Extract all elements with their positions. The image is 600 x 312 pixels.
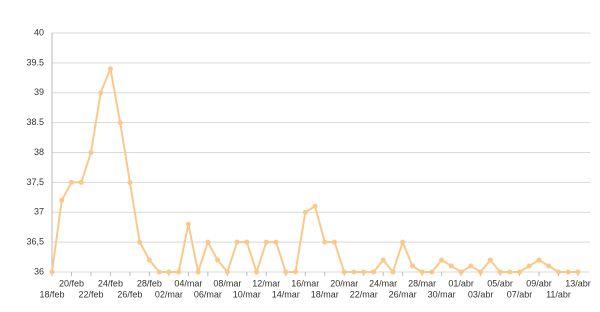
data-point bbox=[390, 269, 396, 275]
data-point bbox=[312, 203, 318, 209]
y-tick-label: 40 bbox=[34, 27, 44, 37]
data-point bbox=[409, 263, 415, 269]
data-point bbox=[575, 269, 581, 275]
x-tick-label: 24/feb bbox=[98, 278, 123, 288]
data-point bbox=[322, 239, 328, 245]
data-point bbox=[254, 269, 260, 275]
data-point bbox=[185, 221, 191, 227]
data-point bbox=[487, 257, 493, 263]
x-tick-label: 16/mar bbox=[291, 278, 319, 288]
data-point bbox=[478, 269, 484, 275]
x-tick-label: 13/abr bbox=[565, 278, 591, 288]
data-point bbox=[88, 150, 94, 155]
data-point bbox=[127, 179, 133, 185]
data-point bbox=[59, 197, 65, 203]
data-point bbox=[244, 239, 250, 245]
data-point bbox=[224, 269, 230, 275]
data-point bbox=[156, 269, 162, 275]
x-tick-label: 30/mar bbox=[428, 289, 456, 299]
data-point bbox=[370, 269, 376, 275]
data-point bbox=[341, 269, 347, 275]
data-point bbox=[429, 269, 435, 275]
data-point bbox=[107, 66, 113, 72]
x-tick-label: 28/feb bbox=[137, 278, 162, 288]
data-point bbox=[68, 179, 74, 185]
data-point bbox=[458, 269, 464, 275]
x-tick-label: 12/mar bbox=[252, 278, 280, 288]
data-point bbox=[351, 269, 357, 275]
data-point bbox=[273, 239, 279, 245]
y-tick-label: 38 bbox=[34, 147, 44, 157]
data-point bbox=[556, 269, 562, 275]
x-tick-label: 28/mar bbox=[408, 278, 436, 288]
x-tick-label: 08/mar bbox=[213, 278, 241, 288]
x-tick-label: 22/feb bbox=[78, 289, 103, 299]
y-tick-label: 36 bbox=[34, 266, 44, 276]
data-line bbox=[51, 65, 578, 276]
x-tick-label: 07/abr bbox=[507, 289, 533, 299]
x-tick-label: 03/abr bbox=[468, 289, 494, 299]
data-point bbox=[78, 179, 84, 185]
data-point bbox=[293, 269, 299, 275]
x-tick-label: 20/mar bbox=[330, 278, 358, 288]
y-tick-label: 39.5 bbox=[26, 57, 44, 67]
data-point bbox=[439, 257, 445, 263]
x-tick-label: 10/mar bbox=[233, 289, 261, 299]
data-point bbox=[497, 269, 503, 275]
x-tick-label: 04/mar bbox=[174, 278, 202, 288]
x-tick-label: 01/abr bbox=[448, 278, 474, 288]
data-point bbox=[565, 269, 571, 275]
data-point bbox=[448, 263, 454, 269]
x-tick-label: 06/mar bbox=[194, 289, 222, 299]
data-point bbox=[195, 269, 201, 275]
x-tick-label: 18/feb bbox=[39, 289, 64, 299]
x-tick-label: 11/abr bbox=[546, 289, 571, 299]
data-point bbox=[176, 269, 182, 275]
data-point bbox=[419, 269, 425, 275]
data-point bbox=[302, 209, 308, 215]
data-point bbox=[137, 239, 143, 245]
data-point bbox=[117, 120, 123, 126]
data-point bbox=[215, 257, 221, 263]
data-point bbox=[49, 269, 55, 275]
data-point bbox=[380, 257, 386, 263]
data-point bbox=[361, 269, 367, 275]
data-point bbox=[166, 269, 172, 275]
x-tick-label: 14/mar bbox=[272, 289, 300, 299]
y-tick-label: 38.5 bbox=[26, 117, 44, 127]
data-point bbox=[507, 269, 513, 275]
y-tick-label: 39 bbox=[34, 87, 44, 97]
y-tick-label: 37 bbox=[34, 207, 44, 217]
data-point bbox=[283, 269, 289, 275]
data-point bbox=[146, 257, 152, 263]
y-tick-label: 36,5 bbox=[26, 237, 44, 247]
data-point bbox=[526, 263, 532, 269]
data-point bbox=[536, 257, 542, 263]
x-tick-label: 26/feb bbox=[117, 289, 142, 299]
x-tick-label: 02/mar bbox=[155, 289, 183, 299]
y-tick-label: 37,5 bbox=[26, 177, 44, 187]
data-point bbox=[468, 263, 474, 269]
data-point bbox=[331, 239, 337, 245]
data-point bbox=[234, 239, 240, 245]
data-point bbox=[205, 239, 211, 245]
x-tick-label: 26/mar bbox=[389, 289, 417, 299]
x-tick-label: 09/abr bbox=[526, 278, 552, 288]
data-point bbox=[263, 239, 269, 245]
x-tick-label: 20/feb bbox=[59, 278, 84, 288]
data-point bbox=[546, 263, 552, 269]
x-tick-label: 22/mar bbox=[350, 289, 378, 299]
data-point bbox=[98, 90, 104, 96]
x-tick-label: 24/mar bbox=[369, 278, 397, 288]
data-point bbox=[400, 239, 406, 245]
x-tick-label: 18/mar bbox=[311, 289, 339, 299]
data-point bbox=[517, 269, 523, 275]
x-tick-label: 05/abr bbox=[487, 278, 513, 288]
